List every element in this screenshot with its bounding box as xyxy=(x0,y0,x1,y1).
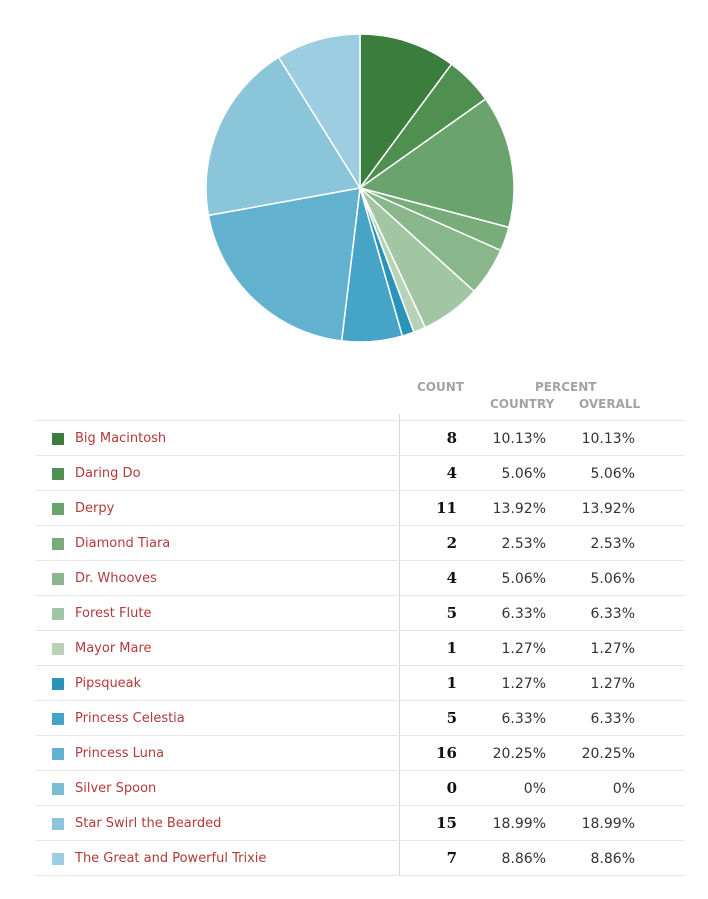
table-row: Forest Flute 5 6.33% 6.33% xyxy=(36,595,684,630)
row-name-link[interactable]: Diamond Tiara xyxy=(75,536,171,551)
row-country-percent: 13.92% xyxy=(492,501,546,517)
row-overall-percent: 13.92% xyxy=(581,501,635,517)
table-row: Mayor Mare 1 1.27% 1.27% xyxy=(36,630,684,665)
table-row: Silver Spoon 0 0% 0% xyxy=(36,770,684,805)
legend-swatch xyxy=(52,643,64,655)
country-column-header: COUNTRY xyxy=(490,397,555,411)
row-count: 5 xyxy=(446,604,457,622)
row-name-link[interactable]: Big Macintosh xyxy=(75,431,167,446)
table-row: Dr. Whooves 4 5.06% 5.06% xyxy=(36,560,684,595)
legend-swatch xyxy=(52,468,64,480)
table-row: Princess Celestia 5 6.33% 6.33% xyxy=(36,700,684,735)
legend-swatch xyxy=(52,783,64,795)
legend-swatch xyxy=(52,678,64,690)
pie-slice xyxy=(358,97,515,229)
row-country-percent: 6.33% xyxy=(501,711,546,727)
pie-slice xyxy=(359,33,453,191)
row-overall-percent: 6.33% xyxy=(590,711,635,727)
row-name-link[interactable]: Daring Do xyxy=(75,466,141,481)
table-row: Star Swirl the Bearded 15 18.99% 18.99% xyxy=(36,805,684,840)
row-country-percent: 1.27% xyxy=(501,676,546,692)
row-name-link[interactable]: Silver Spoon xyxy=(75,781,157,796)
row-country-percent: 1.27% xyxy=(501,641,546,657)
row-count: 16 xyxy=(436,744,457,762)
table-row: Pipsqueak 1 1.27% 1.27% xyxy=(36,665,684,700)
percent-column-header: PERCENT xyxy=(535,380,597,394)
row-overall-percent: 8.86% xyxy=(590,851,635,867)
legend-swatch xyxy=(52,608,64,620)
row-country-percent: 18.99% xyxy=(492,816,546,832)
legend-swatch xyxy=(52,503,64,515)
row-overall-percent: 2.53% xyxy=(590,536,635,552)
row-country-percent: 0% xyxy=(523,781,546,797)
breakdown-table: Big Macintosh 8 10.13% 10.13% Daring Do 4 5.06… xyxy=(36,420,684,876)
pie-chart xyxy=(205,33,515,343)
row-country-percent: 6.33% xyxy=(501,606,546,622)
row-country-percent: 5.06% xyxy=(501,466,546,482)
table-row: Princess Luna 16 20.25% 20.25% xyxy=(36,735,684,770)
row-count: 8 xyxy=(446,429,457,447)
row-country-percent: 2.53% xyxy=(501,536,546,552)
column-divider xyxy=(399,414,400,875)
legend-swatch xyxy=(52,748,64,760)
legend-swatch xyxy=(52,853,64,865)
row-count: 1 xyxy=(446,674,457,692)
row-count: 4 xyxy=(446,569,457,587)
pie-slice xyxy=(277,33,361,191)
row-count: 0 xyxy=(446,779,457,797)
row-count: 11 xyxy=(436,499,457,517)
row-overall-percent: 18.99% xyxy=(581,816,635,832)
row-name-link[interactable]: Pipsqueak xyxy=(75,676,142,691)
legend-swatch xyxy=(52,433,64,445)
table-row: The Great and Powerful Trixie 7 8.86% 8.86% xyxy=(36,840,684,876)
row-name-link[interactable]: Princess Celestia xyxy=(75,711,185,726)
row-name-link[interactable]: Forest Flute xyxy=(75,606,152,621)
row-country-percent: 5.06% xyxy=(501,571,546,587)
count-column-header: COUNT xyxy=(417,380,464,394)
table-row: Daring Do 4 5.06% 5.06% xyxy=(36,455,684,490)
row-overall-percent: 5.06% xyxy=(590,571,635,587)
row-name-link[interactable]: Star Swirl the Bearded xyxy=(75,816,222,831)
row-country-percent: 8.86% xyxy=(501,851,546,867)
table-row: Derpy 11 13.92% 13.92% xyxy=(36,490,684,525)
row-overall-percent: 20.25% xyxy=(581,746,635,762)
row-country-percent: 20.25% xyxy=(492,746,546,762)
row-country-percent: 10.13% xyxy=(492,431,546,447)
row-name-link[interactable]: Derpy xyxy=(75,501,115,516)
row-overall-percent: 10.13% xyxy=(581,431,635,447)
row-count: 15 xyxy=(436,814,457,832)
row-overall-percent: 1.27% xyxy=(590,676,635,692)
row-name-link[interactable]: Princess Luna xyxy=(75,746,165,761)
legend-swatch xyxy=(52,818,64,830)
legend-swatch xyxy=(52,713,64,725)
row-count: 2 xyxy=(446,534,457,552)
overall-column-header: OVERALL xyxy=(579,397,641,411)
row-name-link[interactable]: Mayor Mare xyxy=(75,641,152,656)
pie-slice xyxy=(205,56,362,217)
row-name-link[interactable]: Dr. Whooves xyxy=(75,571,157,586)
row-count: 1 xyxy=(446,639,457,657)
row-overall-percent: 6.33% xyxy=(590,606,635,622)
row-count: 7 xyxy=(446,849,457,867)
legend-swatch xyxy=(52,573,64,585)
row-count: 5 xyxy=(446,709,457,727)
legend-swatch xyxy=(52,538,64,550)
row-overall-percent: 1.27% xyxy=(590,641,635,657)
row-overall-percent: 5.06% xyxy=(590,466,635,482)
table-row: Big Macintosh 8 10.13% 10.13% xyxy=(36,420,684,455)
row-count: 4 xyxy=(446,464,457,482)
row-overall-percent: 0% xyxy=(612,781,635,797)
table-row: Diamond Tiara 2 2.53% 2.53% xyxy=(36,525,684,560)
pie-slice xyxy=(207,187,361,342)
row-name-link[interactable]: The Great and Powerful Trixie xyxy=(75,851,267,866)
